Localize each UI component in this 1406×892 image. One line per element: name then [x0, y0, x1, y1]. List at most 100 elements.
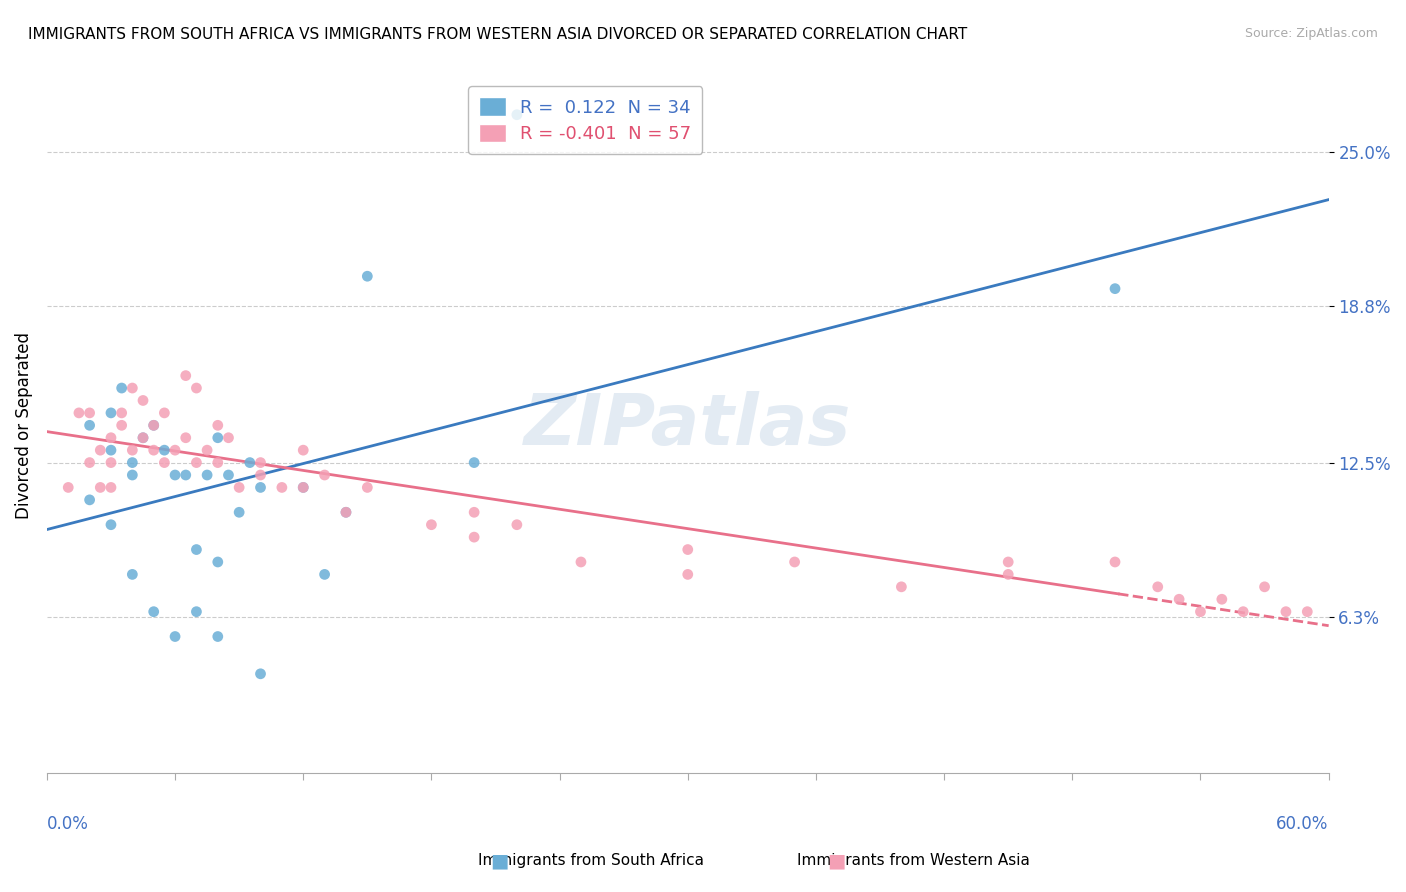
Point — [228, 480, 250, 494]
Point — [506, 108, 529, 122]
Point — [270, 480, 292, 494]
Point — [79, 406, 101, 420]
Point — [207, 418, 229, 433]
Text: Immigrants from Western Asia: Immigrants from Western Asia — [797, 854, 1031, 868]
Point — [132, 431, 155, 445]
Point — [153, 456, 176, 470]
Point — [165, 443, 187, 458]
Point — [1104, 282, 1126, 296]
Point — [506, 517, 529, 532]
Point — [335, 505, 357, 519]
Point — [217, 468, 239, 483]
Y-axis label: Divorced or Separated: Divorced or Separated — [15, 332, 32, 519]
Point — [676, 542, 699, 557]
Point — [292, 443, 315, 458]
Point — [142, 605, 165, 619]
Point — [249, 456, 271, 470]
Point — [111, 418, 134, 433]
Point — [1168, 592, 1191, 607]
Point — [186, 381, 208, 395]
Point — [1253, 580, 1275, 594]
Text: 60.0%: 60.0% — [1277, 815, 1329, 833]
Point — [292, 480, 315, 494]
Point — [335, 505, 357, 519]
Point — [121, 443, 143, 458]
Point — [1275, 605, 1298, 619]
Point — [207, 630, 229, 644]
Point — [100, 431, 122, 445]
Point — [186, 542, 208, 557]
Point — [463, 530, 485, 544]
Point — [121, 381, 143, 395]
Point — [463, 456, 485, 470]
Point — [100, 480, 122, 494]
Point — [186, 605, 208, 619]
Point — [314, 468, 336, 483]
Point — [165, 468, 187, 483]
Point — [100, 456, 122, 470]
Point — [228, 505, 250, 519]
Point — [356, 269, 378, 284]
Text: ■: ■ — [827, 851, 846, 871]
Point — [997, 567, 1019, 582]
Legend: R =  0.122  N = 34, R = -0.401  N = 57: R = 0.122 N = 34, R = -0.401 N = 57 — [468, 87, 703, 154]
Point — [783, 555, 806, 569]
Point — [174, 368, 197, 383]
Point — [67, 406, 90, 420]
Text: Immigrants from South Africa: Immigrants from South Africa — [478, 854, 703, 868]
Point — [195, 443, 218, 458]
Point — [121, 456, 143, 470]
Point — [100, 443, 122, 458]
Point — [463, 505, 485, 519]
Point — [207, 456, 229, 470]
Point — [58, 480, 80, 494]
Text: 0.0%: 0.0% — [46, 815, 89, 833]
Point — [1104, 555, 1126, 569]
Point — [153, 443, 176, 458]
Point — [890, 580, 912, 594]
Point — [132, 431, 155, 445]
Point — [239, 456, 262, 470]
Text: Source: ZipAtlas.com: Source: ZipAtlas.com — [1244, 27, 1378, 40]
Point — [314, 567, 336, 582]
Point — [100, 406, 122, 420]
Point — [142, 443, 165, 458]
Point — [207, 555, 229, 569]
Point — [89, 443, 111, 458]
Point — [676, 567, 699, 582]
Point — [79, 418, 101, 433]
Point — [1211, 592, 1233, 607]
Text: ZIPatlas: ZIPatlas — [524, 391, 852, 459]
Point — [1296, 605, 1319, 619]
Point — [121, 468, 143, 483]
Point — [165, 630, 187, 644]
Point — [1189, 605, 1212, 619]
Point — [1232, 605, 1254, 619]
Point — [121, 567, 143, 582]
Point — [217, 431, 239, 445]
Point — [100, 517, 122, 532]
Point — [79, 492, 101, 507]
Text: ■: ■ — [489, 851, 509, 871]
Point — [174, 431, 197, 445]
Point — [292, 480, 315, 494]
Point — [249, 480, 271, 494]
Point — [111, 381, 134, 395]
Point — [186, 456, 208, 470]
Point — [132, 393, 155, 408]
Point — [997, 555, 1019, 569]
Point — [174, 468, 197, 483]
Point — [153, 406, 176, 420]
Point — [249, 468, 271, 483]
Point — [89, 480, 111, 494]
Point — [79, 456, 101, 470]
Point — [142, 418, 165, 433]
Point — [111, 406, 134, 420]
Point — [142, 418, 165, 433]
Point — [569, 555, 592, 569]
Text: IMMIGRANTS FROM SOUTH AFRICA VS IMMIGRANTS FROM WESTERN ASIA DIVORCED OR SEPARAT: IMMIGRANTS FROM SOUTH AFRICA VS IMMIGRAN… — [28, 27, 967, 42]
Point — [1146, 580, 1168, 594]
Point — [249, 666, 271, 681]
Point — [420, 517, 443, 532]
Point — [195, 468, 218, 483]
